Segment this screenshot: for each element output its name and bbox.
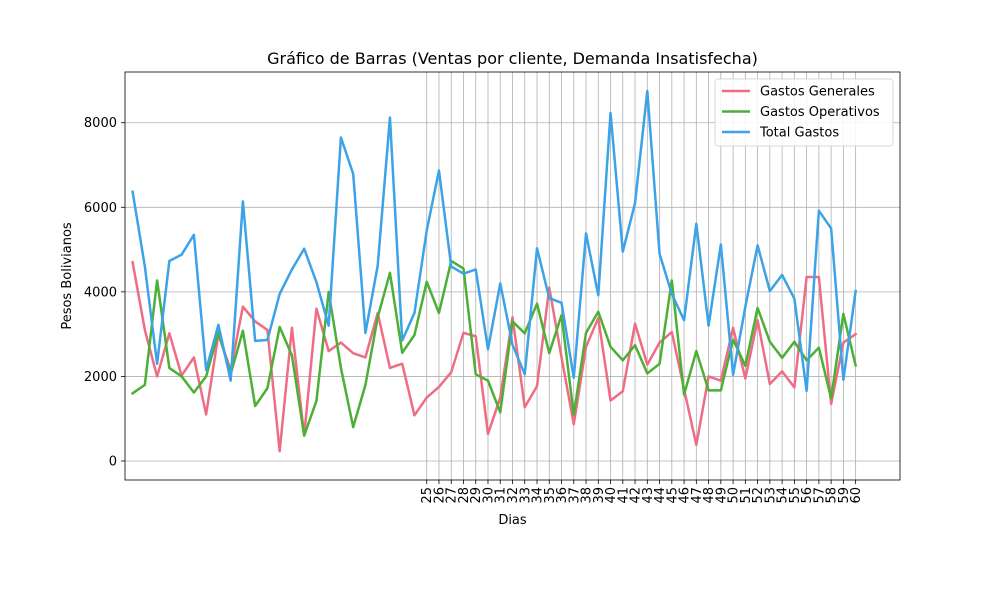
x-tick-label: 59	[837, 487, 852, 504]
x-tick-label: 60	[849, 487, 864, 504]
x-tick-label: 30	[481, 487, 496, 504]
y-tick-label: 8000	[84, 116, 117, 131]
x-tick-label: 42	[629, 487, 644, 504]
x-tick-label: 47	[690, 487, 705, 504]
x-tick-label: 31	[494, 487, 509, 504]
x-tick-label: 58	[825, 487, 840, 504]
series-lines	[130, 89, 858, 453]
chart-title: Gráfico de Barras (Ventas por cliente, D…	[267, 49, 758, 68]
x-tick-label: 29	[469, 487, 484, 504]
x-tick-label: 56	[800, 487, 815, 504]
x-tick-label: 41	[616, 487, 631, 504]
x-tick-label: 34	[531, 487, 546, 504]
y-tick-label: 4000	[84, 285, 117, 300]
y-tick-label: 0	[109, 454, 117, 469]
x-tick-label: 32	[506, 487, 521, 504]
series-line-3	[131, 89, 858, 393]
x-tick-label: 33	[518, 487, 533, 504]
x-tick-label: 44	[653, 487, 668, 504]
x-tick-label: 27	[445, 487, 460, 504]
legend-label: Gastos Generales	[760, 85, 875, 100]
y-tick-label: 6000	[84, 201, 117, 216]
legend-items: Gastos Generales Gastos Operativos Total G…	[722, 85, 880, 141]
x-axis-label: Dias	[498, 513, 527, 528]
x-tick-label: 28	[457, 487, 472, 504]
legend: Gastos Generales Gastos Operativos Total G…	[714, 78, 894, 147]
x-tick-label: 38	[580, 487, 595, 504]
x-tick-label: 48	[702, 487, 717, 504]
x-tick-label: 25	[420, 487, 435, 504]
x-tick-label: 43	[641, 487, 656, 504]
x-tick-label: 37	[567, 487, 582, 504]
legend-label: Total Gastos	[759, 126, 839, 141]
series-line-2	[130, 259, 858, 437]
x-tick-label: 53	[763, 487, 778, 504]
x-tick-label: 35	[543, 487, 558, 504]
x-tick-label: 57	[812, 487, 827, 504]
x-tick-label: 46	[678, 487, 693, 504]
x-tick-label: 40	[604, 487, 619, 504]
x-tick-label: 36	[555, 487, 570, 504]
y-axis: 0 2000 4000 6000 8000	[84, 116, 125, 469]
x-tick-label: 39	[592, 487, 607, 504]
x-tick-label: 52	[751, 487, 766, 504]
x-tick-label: 45	[665, 487, 680, 504]
x-tick-label: 50	[727, 487, 742, 504]
y-tick-label: 2000	[84, 370, 117, 385]
x-tick-label: 54	[776, 487, 791, 504]
y-axis-label: Pesos Bolivianos	[60, 222, 75, 330]
x-tick-label: 26	[432, 487, 447, 504]
x-tick-label: 55	[788, 487, 803, 504]
legend-label: Gastos Operativos	[760, 105, 880, 120]
x-tick-label: 49	[714, 487, 729, 504]
legend-box	[714, 78, 894, 147]
x-tick-label: 51	[739, 487, 754, 504]
x-axis: 2526272829303132333435363738394041424344…	[420, 480, 864, 504]
